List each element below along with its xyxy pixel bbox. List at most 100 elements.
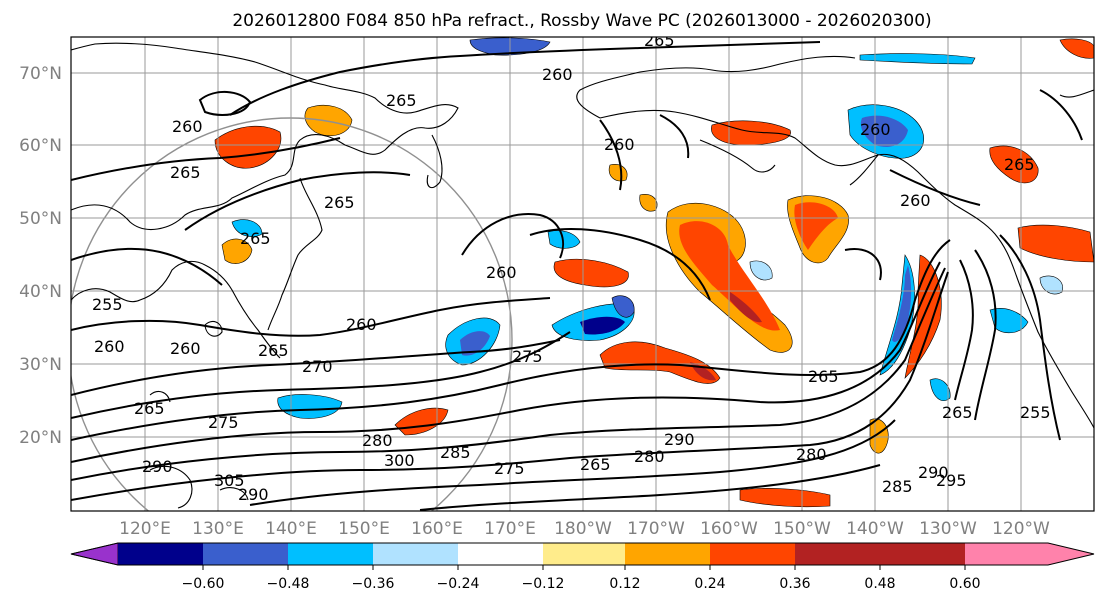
contour-label: 255 xyxy=(92,295,123,314)
longitude-label: 180°W xyxy=(554,519,612,539)
positive-anomaly-region xyxy=(989,145,1039,184)
negative-anomaly-region xyxy=(859,53,976,65)
latitude-label: 70°N xyxy=(19,64,62,84)
longitude-label: 140°W xyxy=(846,519,904,539)
negative-anomaly-region xyxy=(989,308,1029,334)
longitude-label: 150°E xyxy=(338,519,390,539)
contour-label: 255 xyxy=(1020,403,1051,422)
contour-label: 285 xyxy=(882,477,913,496)
negative-anomaly-region xyxy=(929,378,951,401)
colorbar-tick-label: 0.24 xyxy=(694,576,725,592)
colorbar-segment xyxy=(203,543,288,565)
latitude-label: 50°N xyxy=(19,209,62,229)
longitude-label: 130°W xyxy=(919,519,977,539)
contour-label: 260 xyxy=(604,135,635,154)
contour-label: 290 xyxy=(664,430,695,449)
negative-anomaly-region xyxy=(611,295,635,318)
colorbar-segment xyxy=(880,543,965,565)
positive-anomaly-region xyxy=(599,341,721,384)
contour-label: 265 xyxy=(644,31,675,50)
contour-label: 280 xyxy=(362,431,393,450)
contour-label: 305 xyxy=(214,471,245,490)
positive-anomaly-region xyxy=(1017,224,1094,263)
colorbar: −0.60 −0.48 −0.36 −0.24 −0.12 0.12 0.24 … xyxy=(70,542,1095,592)
longitude-label: 160°W xyxy=(700,519,758,539)
colorbar-segment xyxy=(625,543,710,565)
longitude-label: 160°E xyxy=(411,519,463,539)
longitude-label: 120°E xyxy=(119,519,171,539)
positive-anomaly-region xyxy=(608,164,628,182)
contour-label: 275 xyxy=(208,413,239,432)
colorbar-tick-label: −0.12 xyxy=(522,576,565,592)
contour-label: 265 xyxy=(386,91,417,110)
contour-labels: 265 260 265 260 265 265 260 265 260 260 … xyxy=(92,31,1051,504)
colorbar-tick-label: 0.12 xyxy=(609,576,640,592)
colorbar-segment xyxy=(288,543,373,565)
longitude-label: 170°W xyxy=(627,519,685,539)
contour-label: 265 xyxy=(324,193,355,212)
contour-label: 260 xyxy=(170,339,201,358)
latitude-label: 40°N xyxy=(19,282,62,302)
contour-label: 275 xyxy=(512,347,543,366)
negative-anomaly-core xyxy=(860,115,908,147)
latitude-label: 20°N xyxy=(19,428,62,448)
contour-label: 275 xyxy=(494,459,525,478)
longitude-label: 150°W xyxy=(773,519,831,539)
longitude-label: 130°E xyxy=(192,519,244,539)
positive-anomaly-region xyxy=(221,238,253,264)
negative-anomaly-core xyxy=(892,265,912,342)
colorbar-tick-label: −0.60 xyxy=(182,576,225,592)
contour-label: 265 xyxy=(1004,155,1035,174)
height-contours xyxy=(71,41,1083,511)
colorbar-ticks xyxy=(202,565,966,570)
colorbar-tick-label: −0.48 xyxy=(267,576,310,592)
longitude-axis: 120°E 130°E 140°E 150°E 160°E 170°E 180°… xyxy=(119,519,1050,539)
positive-anomaly-region xyxy=(1059,38,1094,59)
contour-label: 265 xyxy=(942,403,973,422)
positive-anomaly-core xyxy=(794,202,838,250)
map-title: 2026012800 F084 850 hPa refract., Rossby… xyxy=(232,11,931,31)
contour-label: 265 xyxy=(258,341,289,360)
negative-anomaly-region xyxy=(231,219,263,237)
latitude-label: 30°N xyxy=(19,355,62,375)
colorbar-tick-label: 0.48 xyxy=(864,576,895,592)
colorbar-right-extension xyxy=(965,543,1094,565)
colorbar-segment xyxy=(543,543,625,565)
colorbar-segment xyxy=(118,543,203,565)
contour-label: 290 xyxy=(918,463,949,482)
colorbar-tick-label: −0.36 xyxy=(352,576,395,592)
colorbar-segment xyxy=(458,543,543,565)
contour-label: 260 xyxy=(860,120,891,139)
colorbar-tick-label: 0.36 xyxy=(779,576,810,592)
contour-label: 290 xyxy=(142,457,173,476)
contour-label: 285 xyxy=(440,443,471,462)
contour-label: 260 xyxy=(542,65,573,84)
latitude-axis: 70°N 60°N 50°N 40°N 30°N 20°N xyxy=(19,64,62,448)
contour-label: 260 xyxy=(486,263,517,282)
colorbar-left-extension xyxy=(70,542,119,566)
negative-anomaly-region xyxy=(1039,275,1063,295)
contour-label: 280 xyxy=(634,447,665,466)
anomaly-shading xyxy=(214,37,1094,508)
contour-label: 260 xyxy=(172,117,203,136)
longitude-label: 120°W xyxy=(992,519,1050,539)
positive-anomaly-region xyxy=(553,258,629,288)
colorbar-outline xyxy=(70,542,1095,566)
contour-label: 260 xyxy=(94,337,125,356)
latitude-label: 60°N xyxy=(19,136,62,156)
contour-label: 260 xyxy=(346,315,377,334)
colorbar-segment xyxy=(795,543,880,565)
contour-label: 300 xyxy=(384,451,415,470)
contour-label: 270 xyxy=(302,357,333,376)
colorbar-segment xyxy=(710,543,795,565)
negative-anomaly-region xyxy=(749,260,773,281)
contour-label: 265 xyxy=(170,163,201,182)
reference-circle xyxy=(71,117,513,511)
colorbar-segment xyxy=(373,543,458,565)
longitude-label: 170°E xyxy=(484,519,536,539)
contour-label: 265 xyxy=(808,367,839,386)
negative-anomaly-core xyxy=(460,331,490,356)
colorbar-tick-label: 0.60 xyxy=(949,576,980,592)
colorbar-tick-label: −0.24 xyxy=(437,576,480,592)
